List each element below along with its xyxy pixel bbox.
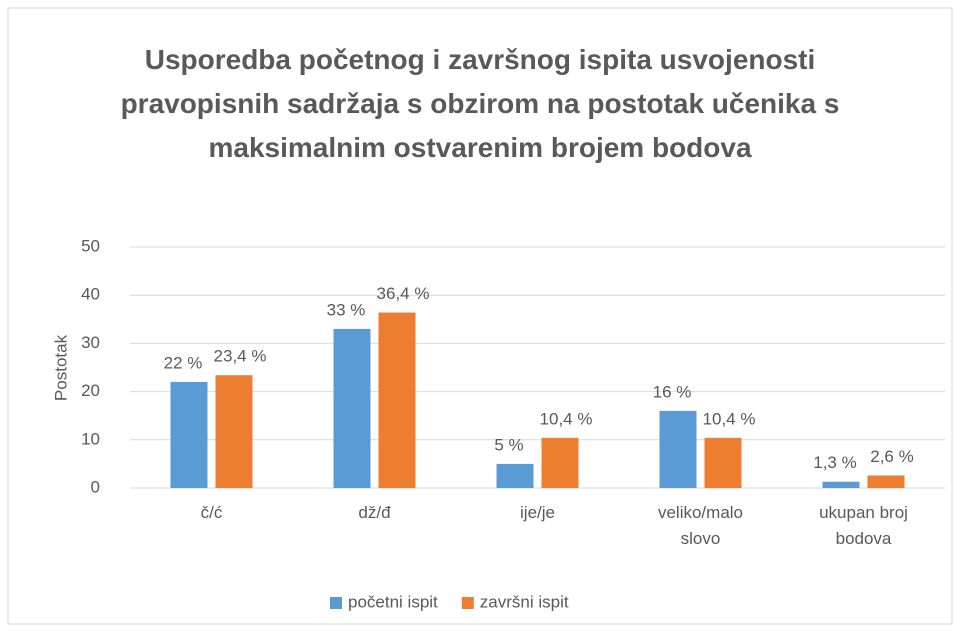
chart-title: Usporedba početnog i završnog ispita usv… [120,44,840,163]
data-label: 10,4 % [540,409,593,428]
legend-swatch [330,597,342,609]
y-tick-label: 20 [81,381,100,400]
data-label: 1,3 % [813,453,856,472]
data-label: 23,4 % [214,347,267,366]
bar [822,481,860,488]
data-label: 16 % [653,382,692,401]
y-axis-label: Postotak [51,334,70,401]
y-tick-label: 50 [81,236,100,255]
bar [659,410,697,488]
legend-swatch [461,597,474,609]
x-tick-label: č/ć [200,503,223,522]
y-tick-label: 30 [81,333,100,352]
x-tick-label: dž/đ [358,503,391,522]
legend-label: završni ispit [480,592,569,611]
bar [378,312,416,488]
y-tick-label: 0 [91,477,100,496]
chart-border [7,7,953,625]
x-tick-label: ije/je [520,503,555,522]
data-label: 36,4 % [377,284,430,303]
bar [704,437,742,488]
data-label: 10,4 % [703,409,756,428]
data-label: 33 % [327,300,366,319]
bar [215,375,253,488]
legend-label: početni ispit [348,592,438,611]
y-tick-label: 10 [81,429,100,448]
bar [170,381,208,488]
bar [867,475,905,488]
x-tick-label: ukupan broj bodova [819,503,908,548]
bar [496,463,534,488]
bar [333,328,371,488]
data-label: 2,6 % [870,447,913,466]
data-label: 5 % [494,435,523,454]
x-tick-label: veliko/malo slovo [657,503,744,548]
y-tick-label: 40 [81,285,100,304]
bar [541,437,579,488]
data-label: 22 % [164,353,203,372]
